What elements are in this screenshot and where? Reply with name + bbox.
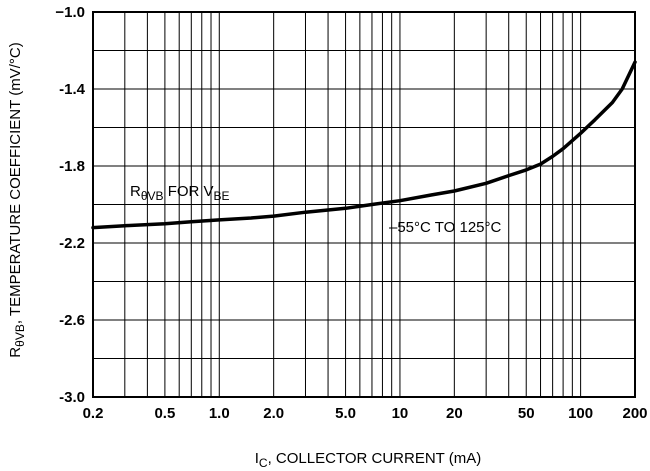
x-axis-label: IC, COLLECTOR CURRENT (mA) [255,450,481,470]
x-tick-label: 10 [392,405,409,422]
curve-label-sub: θVB [141,189,164,203]
y-axis-label-sub: θVB [13,324,27,347]
y-tick-label: -2.2 [59,235,85,252]
curve-label-main: R [130,183,141,200]
x-axis-label-rest: , COLLECTOR CURRENT (mA) [268,450,482,467]
y-axis-label-rest: , TEMPERATURE COEFFICIENT (mV/°C) [7,42,24,324]
y-tick-label: -1.4 [59,81,86,98]
y-tick-labels: −1.0 -1.4 -1.8 -2.2 -2.6 -3.0 [55,4,85,406]
x-tick-label: 1.0 [209,405,230,422]
y-axis-label: RθVB, TEMPERATURE COEFFICIENT (mV/°C) [7,42,27,357]
x-tick-label: 0.2 [83,405,104,422]
curve-label-sub2: BE [214,189,230,203]
temp-range-label: –55°C TO 125°C [389,219,502,236]
y-tick-label: −1.0 [55,4,85,21]
x-tick-labels: 0.2 0.5 1.0 2.0 5.0 10 20 50 100 200 [83,405,648,422]
x-axis-label-sub: C [259,456,268,470]
x-tick-label: 5.0 [335,405,356,422]
x-tick-label: 2.0 [263,405,284,422]
curve-label-mid: FOR V [164,183,214,200]
x-axis-label-main: I [255,450,259,467]
curve-label: RθVB FOR VBE [130,183,230,203]
x-tick-label: 100 [568,405,593,422]
x-tick-label: 200 [622,405,647,422]
x-tick-label: 50 [518,405,535,422]
plot-frame [92,11,636,398]
y-axis-label-main: R [7,347,24,358]
y-tick-label: -2.6 [59,312,85,329]
y-tick-label: -3.0 [59,389,85,406]
y-tick-label: -1.8 [59,158,85,175]
series-line [91,60,637,230]
x-tick-label: 0.5 [154,405,175,422]
x-tick-label: 20 [446,405,463,422]
